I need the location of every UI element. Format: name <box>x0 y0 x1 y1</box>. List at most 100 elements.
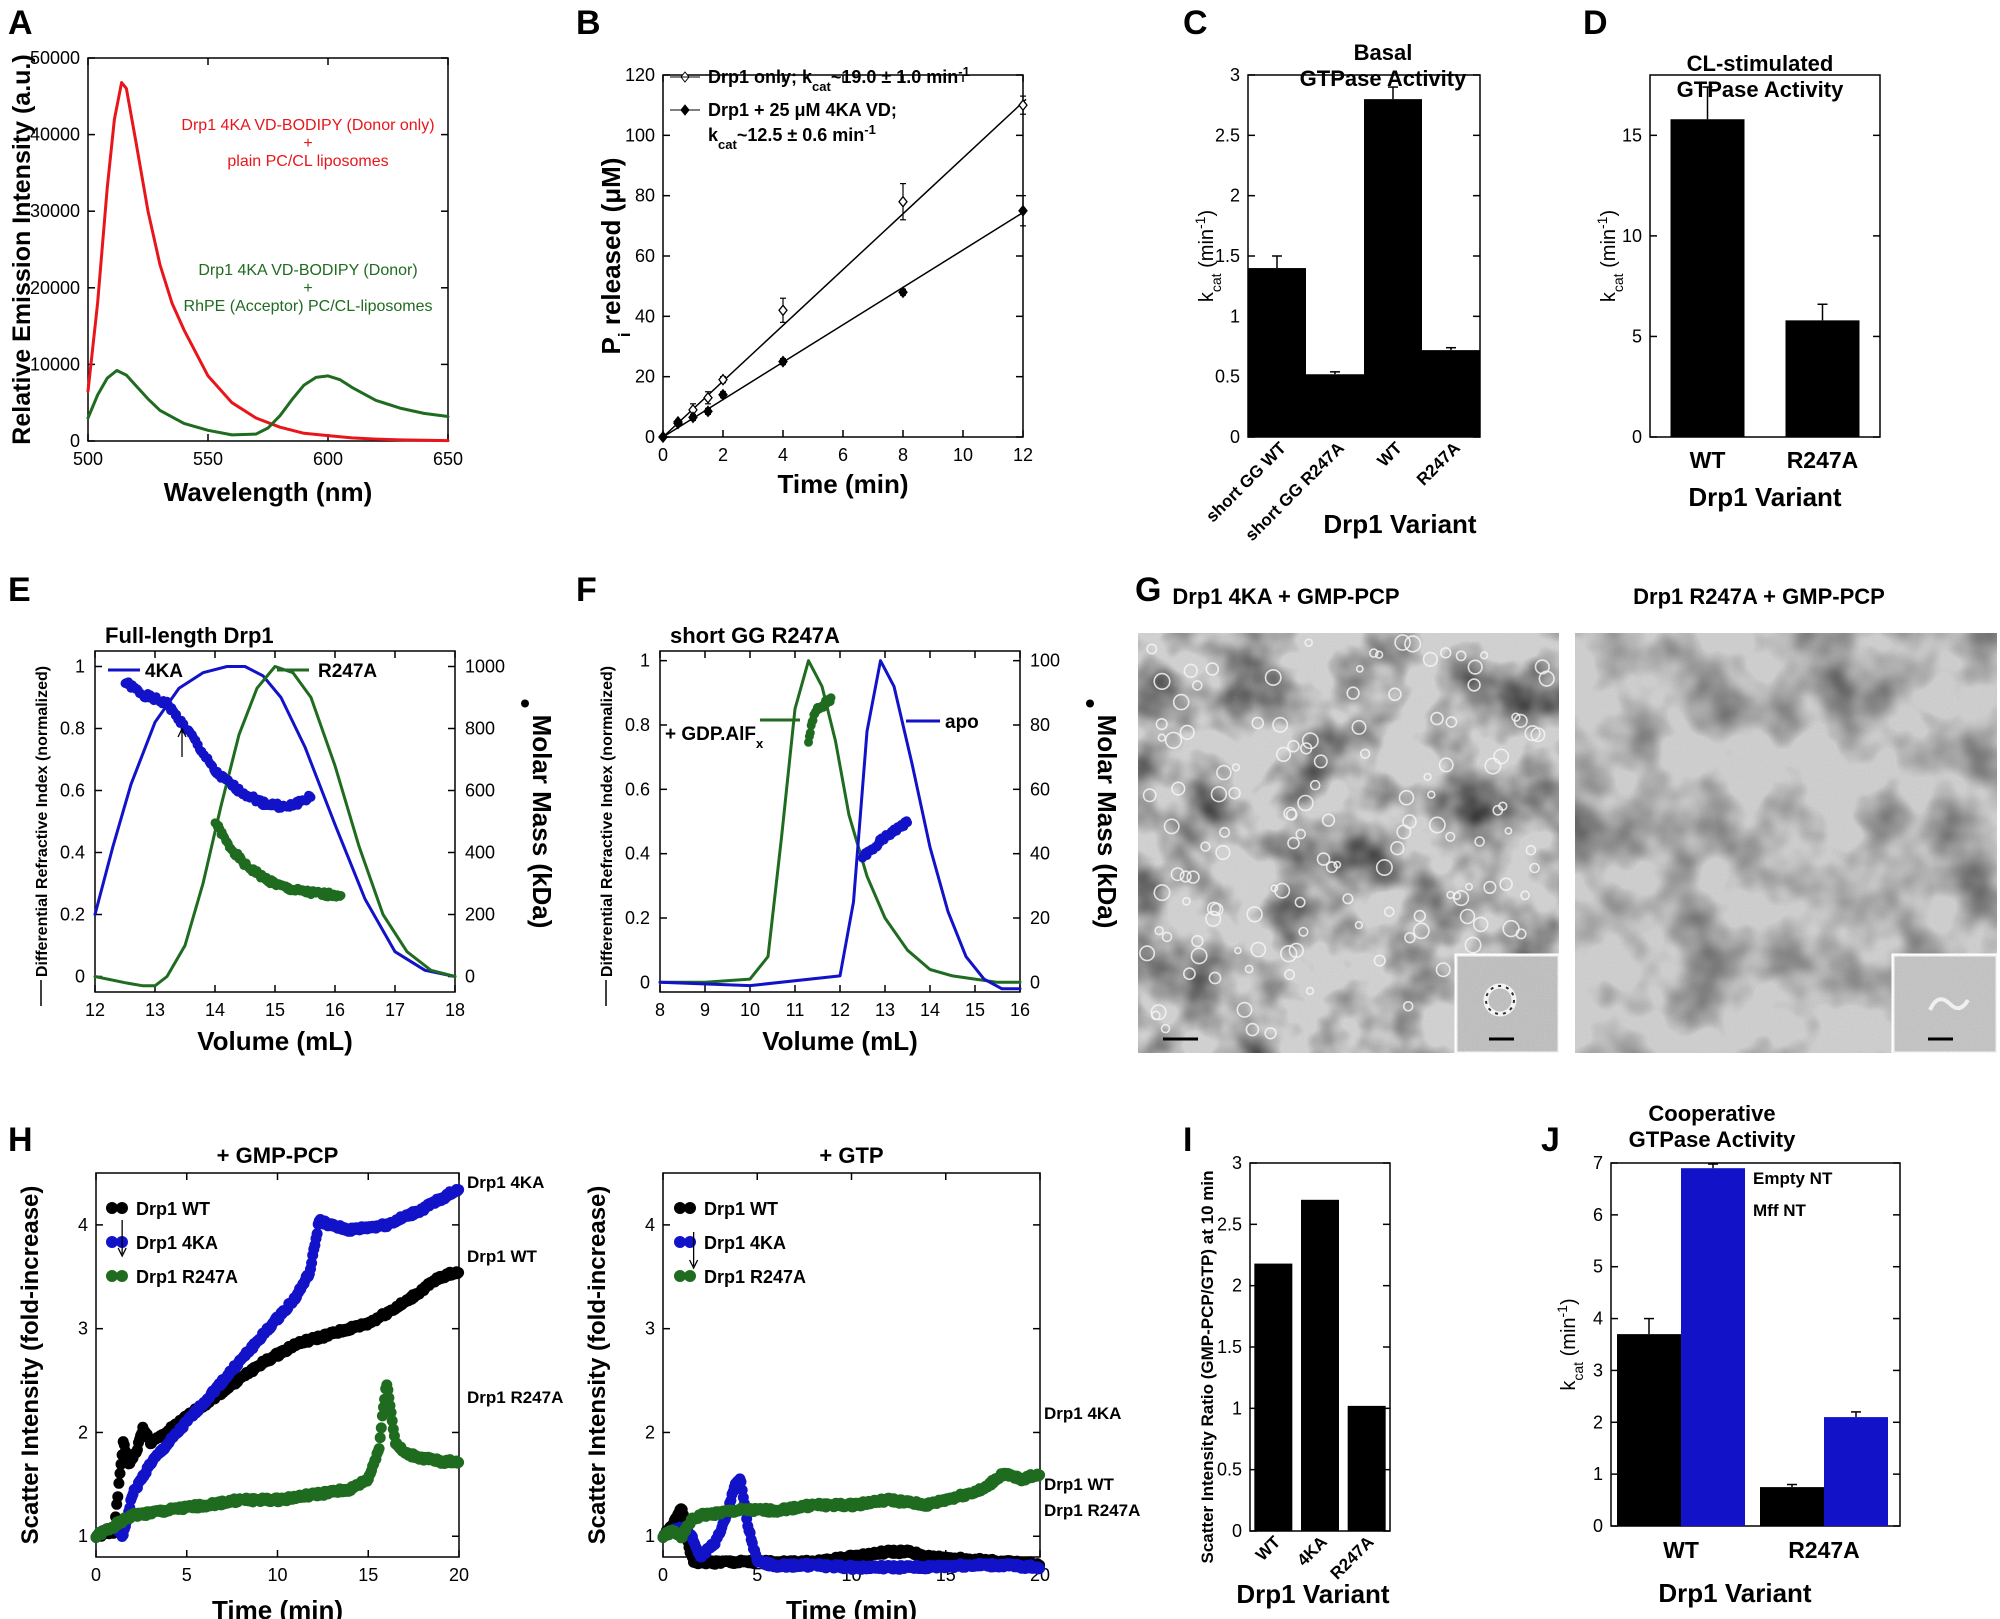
x-tick-label: 12 <box>85 1000 105 1020</box>
scatter-trace-point <box>113 1477 125 1489</box>
text-part: k <box>708 125 719 145</box>
scatter-trace-point <box>373 1443 385 1455</box>
chart-h-gmppcp-scatter: 0 5 10 15 20 1 2 3 4 Drp1 WT Drp1 WT Drp1 4KA Drp1 4… <box>17 1143 563 1619</box>
scatter-trace-point <box>453 1267 465 1279</box>
panel-letter-d: D <box>1583 4 1608 42</box>
panel-letter-e: E <box>8 571 31 609</box>
em-ring <box>1208 971 1222 985</box>
x-tick-label: 12 <box>1013 445 1033 465</box>
em-ring <box>1438 757 1454 773</box>
em-ring <box>1455 650 1467 662</box>
em-ring <box>1234 946 1242 955</box>
x-tick-label: 16 <box>325 1000 345 1020</box>
y-axis-label: Relative Emission Intensity (a.u.) <box>8 54 36 444</box>
x-tick-label: 550 <box>193 449 223 469</box>
y-tick-label: 20 <box>635 367 655 387</box>
legend-label: Empty NT <box>1753 1169 1833 1188</box>
x-axis-label: Time (min) <box>778 469 909 499</box>
em-ring <box>1511 712 1521 722</box>
y-tick-label: 10 <box>1622 226 1642 246</box>
legend-label: Drp1 R247A <box>704 1267 806 1287</box>
y-tick-label: 0.4 <box>60 843 85 863</box>
micrograph-rings <box>1139 634 1555 1040</box>
point-drp1-4ka-vd <box>778 355 788 368</box>
y-tick-label: 0.6 <box>625 779 650 799</box>
fit-line <box>662 210 1027 438</box>
legend-label: Drp1 4KA <box>136 1233 218 1253</box>
em-ring <box>1179 870 1192 883</box>
em-ring <box>1483 880 1497 895</box>
x-tick-label: 9 <box>700 1000 710 1020</box>
y-tick-label: 7 <box>1593 1153 1603 1173</box>
y-tick-label: 2 <box>645 1422 655 1442</box>
y-axis-label: Scatter Intensity (fold-increase) <box>17 1186 44 1545</box>
y-tick-label: 80 <box>635 186 655 206</box>
legend-marker <box>674 1236 686 1248</box>
y2-tick-label: 0 <box>1030 972 1040 992</box>
em-ring <box>1287 739 1300 753</box>
molar-mass-point <box>826 693 836 703</box>
em-ring <box>1404 931 1416 944</box>
micrograph-right-title: Drp1 R247A + GMP-PCP <box>1633 584 1885 609</box>
y2-tick-label: 100 <box>1030 651 1060 671</box>
y-tick-label: 1 <box>640 651 650 671</box>
text-part: i <box>615 332 634 337</box>
em-ring <box>1428 816 1446 834</box>
molar-mass-point <box>336 891 346 900</box>
em-ring <box>1513 713 1528 729</box>
em-ring <box>1439 647 1452 659</box>
em-ring <box>1504 827 1513 835</box>
bar <box>1760 1487 1824 1526</box>
chart-title-line2: GTPase Activity <box>1300 66 1467 91</box>
scatter-trace-point <box>375 1422 387 1434</box>
x-tick-label: 4 <box>778 445 788 465</box>
y-tick-label: 1 <box>78 1526 88 1546</box>
y2-tick-label: 60 <box>1030 779 1050 799</box>
bar <box>1347 1405 1386 1531</box>
y-tick-label: 60 <box>635 246 655 266</box>
y-tick-label: 2 <box>78 1422 88 1442</box>
em-ring <box>1520 890 1530 901</box>
x-axis-label: Volume (mL) <box>197 1026 353 1056</box>
em-ring <box>1374 650 1384 659</box>
category-label: 4KA <box>1293 1532 1330 1569</box>
series-end-label: Drp1 4KA <box>467 1173 544 1192</box>
chart-title-line1: Basal <box>1354 40 1413 65</box>
y-tick-label: 0.8 <box>625 715 650 735</box>
em-ring <box>1304 638 1313 648</box>
legend-marker <box>674 1202 686 1214</box>
chart-title-line1: Cooperative <box>1648 1101 1775 1126</box>
em-ring <box>1191 934 1204 948</box>
em-ring <box>1179 724 1195 741</box>
em-ring <box>1155 717 1168 731</box>
molar-mass-point <box>306 792 316 802</box>
point-drp1-only <box>778 304 788 317</box>
point-drp1-4ka-vd <box>703 405 713 418</box>
em-ring <box>1402 1000 1414 1012</box>
y-tick-label: 30000 <box>30 201 80 221</box>
em-ring <box>1236 1001 1253 1018</box>
em-ring <box>1394 634 1411 651</box>
y-tick-label: 0.5 <box>1215 367 1240 387</box>
text-part: -1 <box>1554 1305 1570 1318</box>
y-tick-label: 15 <box>1622 125 1642 145</box>
y-tick-label: 0 <box>1632 427 1642 447</box>
y2-tick-label: 800 <box>465 719 495 739</box>
micrograph-left-title: Drp1 4KA + GMP-PCP <box>1172 584 1399 609</box>
y-tick-label: 1 <box>75 657 85 677</box>
legend-swatch <box>1731 1203 1745 1217</box>
em-ring <box>1423 772 1432 782</box>
text-part: k <box>1558 1380 1580 1391</box>
bar <box>1306 374 1364 437</box>
text-part: cat <box>1610 273 1626 292</box>
em-ring <box>1164 731 1183 749</box>
y-tick-label: 1.5 <box>1215 246 1240 266</box>
chart-title-line2: GTPase Activity <box>1629 1127 1796 1152</box>
donor-only-spectrum-line <box>86 81 450 443</box>
legend-annotation: + <box>303 135 312 152</box>
y-tick-label: 1 <box>1593 1464 1603 1484</box>
molar-mass-point <box>903 818 912 828</box>
em-ring <box>1445 831 1456 842</box>
x-axis-label: Time (min) <box>212 1595 343 1619</box>
